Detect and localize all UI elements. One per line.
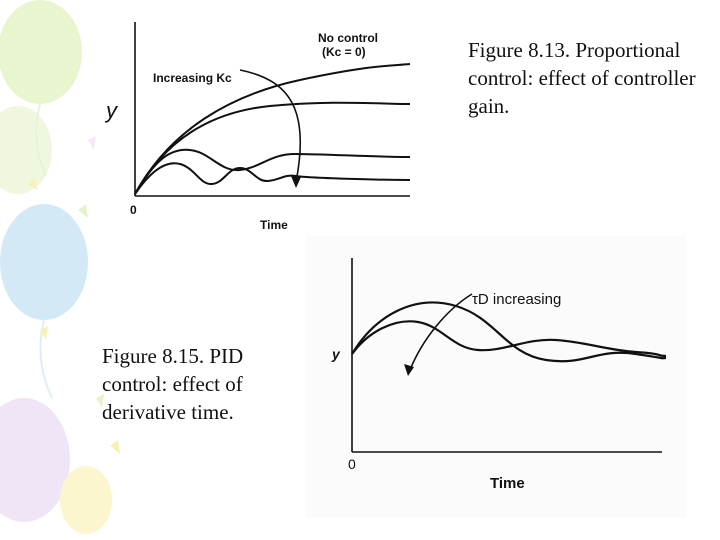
confetti <box>96 394 104 408</box>
confetti <box>88 136 96 150</box>
curve-high-derivative-time <box>351 320 667 358</box>
annotation-increasing-kc: Increasing Kc <box>153 71 232 85</box>
origin-label: 0 <box>130 203 137 217</box>
curve-high-gain <box>134 162 411 195</box>
figure-8-15-diagram: y 0 Time τD increasing <box>306 236 686 518</box>
x-axis-label: Time <box>260 218 288 232</box>
increasing-arrow <box>239 69 302 183</box>
y-axis-label: y <box>331 346 341 362</box>
curve-low-derivative-time <box>351 301 667 363</box>
arrowhead-icon <box>291 176 301 188</box>
balloon-shape <box>0 0 82 104</box>
figure-8-13-caption: Figure 8.13. Proportional control: effec… <box>468 38 696 118</box>
balloon-shape <box>0 106 52 194</box>
balloon-shape <box>60 466 112 534</box>
arrowhead-icon <box>404 364 414 376</box>
figure-8-15-caption: Figure 8.15. PID control: effect of deri… <box>102 344 244 424</box>
balloon-string <box>39 319 53 399</box>
confetti <box>110 440 120 454</box>
y-axis-label: y <box>104 98 119 123</box>
annotation-derivative-time-increasing: τD increasing <box>472 291 561 308</box>
increasing-arrow <box>409 293 473 371</box>
confetti <box>40 326 48 340</box>
curve-medium-gain <box>134 148 411 195</box>
confetti <box>78 204 88 218</box>
x-axis-label: Time <box>490 475 525 492</box>
confetti <box>28 178 38 190</box>
annotation-kc-zero: (Kc = 0) <box>322 45 366 59</box>
curve-low-gain <box>134 101 411 195</box>
curve-no-control <box>134 63 411 195</box>
balloon-string <box>35 103 47 177</box>
balloon-shape <box>0 398 70 522</box>
annotation-no-control: No control <box>318 31 378 45</box>
origin-label: 0 <box>348 456 356 472</box>
balloon-shape <box>0 204 88 320</box>
figure-8-13-diagram: y 0 Time No control (Kc = 0) Increasing … <box>100 0 420 240</box>
